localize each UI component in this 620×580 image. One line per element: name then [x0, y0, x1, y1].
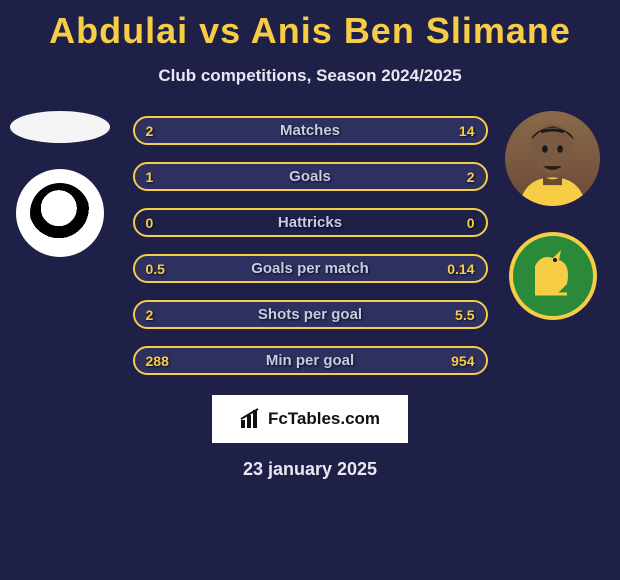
- page-title: Abdulai vs Anis Ben Slimane: [0, 0, 620, 52]
- bars-icon: [240, 408, 262, 430]
- stat-label: Hattricks: [135, 214, 486, 231]
- stat-row: 1 Goals 2: [133, 162, 488, 191]
- stats-bars: 2 Matches 14 1 Goals 2 0 Hattricks 0 0.5…: [133, 116, 488, 375]
- source-label: FcTables.com: [268, 409, 380, 429]
- canary-icon: [523, 246, 583, 306]
- stat-row: 0 Hattricks 0: [133, 208, 488, 237]
- comparison-panel: 2 Matches 14 1 Goals 2 0 Hattricks 0 0.5…: [0, 116, 620, 480]
- stat-value-right: 0.14: [447, 261, 474, 277]
- right-player-col: [505, 111, 600, 320]
- left-player-avatar: [10, 111, 110, 143]
- stat-label: Goals per match: [135, 260, 486, 277]
- date-label: 23 january 2025: [0, 459, 620, 480]
- subtitle: Club competitions, Season 2024/2025: [0, 66, 620, 86]
- stat-row: 2 Matches 14: [133, 116, 488, 145]
- left-player-col: [10, 111, 110, 257]
- right-player-avatar: [505, 111, 600, 206]
- stat-row: 0.5 Goals per match 0.14: [133, 254, 488, 283]
- left-team-badge: [16, 169, 104, 257]
- stat-value-right: 954: [451, 353, 474, 369]
- stat-row: 288 Min per goal 954: [133, 346, 488, 375]
- source-badge: FcTables.com: [212, 395, 408, 443]
- stat-value-right: 5.5: [455, 307, 474, 323]
- stat-value-right: 2: [467, 169, 475, 185]
- right-team-badge: [509, 232, 597, 320]
- stat-label: Shots per goal: [135, 306, 486, 323]
- stat-row: 2 Shots per goal 5.5: [133, 300, 488, 329]
- stat-value-right: 0: [467, 215, 475, 231]
- stat-label: Matches: [135, 122, 486, 139]
- person-icon: [505, 111, 600, 206]
- stat-label: Min per goal: [135, 352, 486, 369]
- stat-value-right: 14: [459, 123, 475, 139]
- stat-label: Goals: [135, 168, 486, 185]
